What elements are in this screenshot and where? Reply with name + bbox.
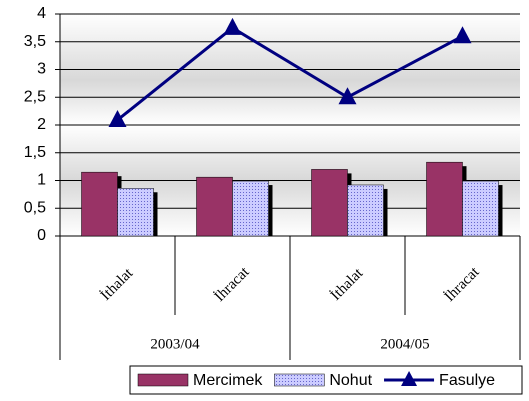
y-tick-label: 4 xyxy=(37,5,46,22)
y-tick-label: 2,5 xyxy=(24,88,46,105)
line-marker xyxy=(453,26,472,44)
y-tick-label: 1 xyxy=(37,172,46,189)
legend-swatch xyxy=(274,373,325,387)
legend-swatch xyxy=(137,373,189,387)
y-tick-label: 3,5 xyxy=(24,33,46,50)
line-marker xyxy=(338,87,357,105)
legend-box xyxy=(129,365,523,395)
line xyxy=(116,26,464,122)
bar xyxy=(311,169,348,237)
line-marker xyxy=(108,110,127,128)
bar xyxy=(81,171,118,237)
legend-marker xyxy=(401,371,418,386)
y-tick-label: 1,5 xyxy=(24,144,46,161)
bar xyxy=(196,176,233,237)
group-label: 2004/05 xyxy=(380,336,429,352)
y-tick-label: 2 xyxy=(37,116,46,133)
group-label: 2003/04 xyxy=(150,336,200,352)
y-tick-label: 3 xyxy=(37,61,46,78)
bar xyxy=(117,188,154,237)
bar xyxy=(347,184,384,237)
x-tick-label: İhracat xyxy=(212,264,253,305)
legend-label: Mercimek xyxy=(193,372,263,389)
x-tick-label: İthalat xyxy=(328,265,367,304)
x-tick-label: İhracat xyxy=(442,264,483,305)
bar xyxy=(232,180,269,237)
legend-label: Fasulye xyxy=(439,372,495,389)
line-marker xyxy=(223,17,242,35)
y-tick-label: 0 xyxy=(37,227,46,244)
y-tick-label: 0,5 xyxy=(24,199,46,216)
bar xyxy=(462,180,499,237)
x-tick-label: İthalat xyxy=(98,265,137,304)
bar xyxy=(426,161,463,237)
legend-label: Nohut xyxy=(329,372,372,389)
